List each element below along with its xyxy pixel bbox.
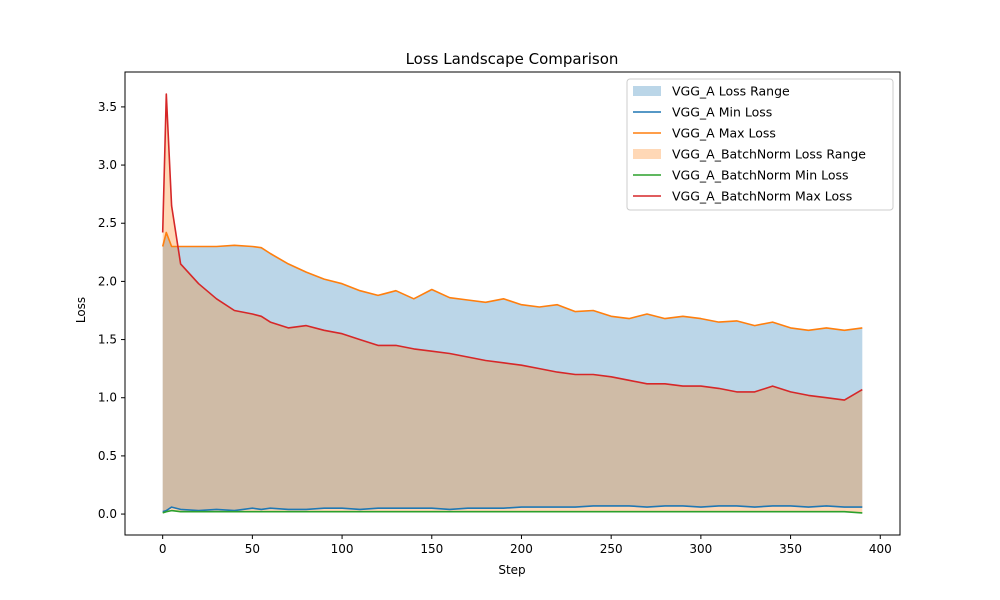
legend-box bbox=[626, 78, 894, 211]
vgg-a-loss-range-band bbox=[162, 232, 863, 512]
x-tick-label: 50 bbox=[245, 542, 260, 556]
legend-entry: VGG_A_BatchNorm Max Loss bbox=[672, 189, 852, 204]
x-tick-label: 300 bbox=[689, 542, 712, 556]
x-tick-label: 400 bbox=[869, 542, 892, 556]
legend-swatch bbox=[633, 86, 661, 96]
vgg-a-batchnorm-min-loss-line bbox=[162, 509, 863, 514]
x-tick-label: 150 bbox=[420, 542, 443, 556]
y-tick-label: 2.0 bbox=[98, 274, 117, 288]
y-axis-label: Loss bbox=[74, 297, 88, 323]
y-axis: 0.0 0.5 1.0 1.5 2.0 2.5 3.0 3.5 bbox=[98, 100, 125, 521]
x-tick-label: 0 bbox=[159, 542, 167, 556]
y-tick-label: 3.0 bbox=[98, 158, 117, 172]
y-tick-label: 1.0 bbox=[98, 391, 117, 405]
chart-title: Loss Landscape Comparison bbox=[406, 50, 619, 68]
y-tick-label: 0.5 bbox=[98, 449, 117, 463]
vgg-a-batchnorm-loss-range-band bbox=[162, 94, 863, 513]
x-axis: 0 50 100 150 200 250 300 350 400 bbox=[159, 535, 892, 556]
legend: VGG_A Loss Range VGG_A Min Loss VGG_A Max … bbox=[626, 78, 894, 211]
y-tick-label: 0.0 bbox=[98, 507, 117, 521]
vgg-a-min-loss-line bbox=[162, 505, 863, 513]
vgg-a-max-loss-line bbox=[161, 231, 863, 332]
legend-entry: VGG_A Loss Range bbox=[672, 84, 790, 99]
x-tick-label: 350 bbox=[779, 542, 802, 556]
legend-entry: VGG_A_BatchNorm Loss Range bbox=[672, 147, 866, 162]
lines-layer bbox=[161, 93, 863, 514]
x-tick-label: 200 bbox=[510, 542, 533, 556]
legend-items: VGG_A Loss Range VGG_A Min Loss VGG_A Max … bbox=[633, 84, 866, 204]
y-tick-label: 3.5 bbox=[98, 100, 117, 114]
legend-entry: VGG_A Max Loss bbox=[672, 126, 776, 141]
legend-entry: VGG_A_BatchNorm Min Loss bbox=[672, 168, 849, 183]
bands-layer bbox=[162, 94, 863, 513]
x-tick-label: 100 bbox=[331, 542, 354, 556]
plot-frame bbox=[124, 71, 901, 536]
legend-swatch bbox=[633, 149, 661, 159]
y-tick-label: 1.5 bbox=[98, 333, 117, 347]
vgg-a-batchnorm-max-loss-line bbox=[161, 93, 863, 401]
plot-area bbox=[161, 93, 863, 514]
x-axis-label: Step bbox=[498, 563, 525, 577]
y-tick-label: 2.5 bbox=[98, 216, 117, 230]
x-tick-label: 250 bbox=[600, 542, 623, 556]
legend-entry: VGG_A Min Loss bbox=[672, 105, 772, 120]
